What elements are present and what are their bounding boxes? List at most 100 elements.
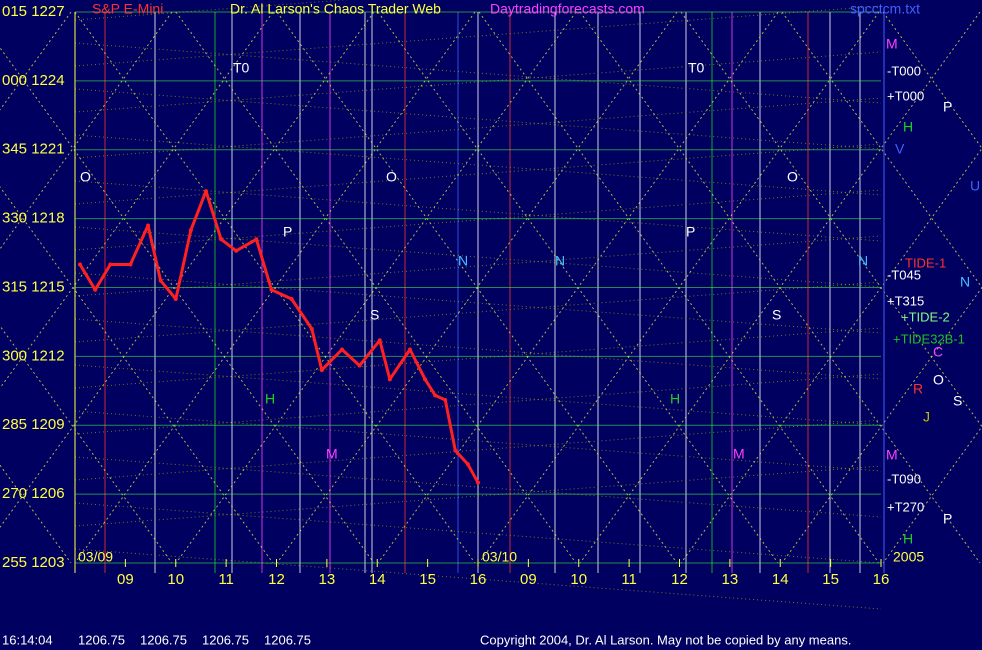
status-quote: 1206.75 (78, 632, 125, 647)
legend-letter: P (943, 511, 952, 527)
price-point (146, 223, 151, 228)
price-point (128, 262, 133, 267)
right-label: -T000 (887, 63, 921, 78)
price-point (234, 248, 239, 253)
x-tick-label: 14 (369, 571, 386, 588)
x-tick-label: 11 (621, 571, 637, 588)
legend-letter: P (943, 99, 952, 115)
x-tick-label: 14 (772, 571, 789, 588)
angle-line (74, 373, 882, 435)
instrument: S&P E-Mini (92, 1, 163, 17)
price-point (78, 262, 83, 267)
legend-letter: O (933, 372, 944, 388)
price-point (319, 368, 324, 373)
legend-letter: V (895, 141, 905, 157)
status-time: 16:14:04 (2, 632, 53, 647)
plot-letter: M (733, 446, 745, 462)
angle-line (74, 272, 882, 334)
price-point (289, 296, 294, 301)
angle-line (74, 88, 882, 150)
plot-letter: T0 (688, 60, 705, 76)
angle-line (74, 456, 882, 518)
price-point (188, 228, 193, 233)
y-tick-label: 255 1203 (2, 554, 65, 571)
right-label: -T045 (887, 267, 921, 282)
right-label: +T000 (887, 88, 924, 103)
site: Daytradingforecasts.com (490, 1, 645, 17)
price-point (254, 237, 259, 242)
angle-line (74, 281, 882, 343)
plot-letter: M (326, 446, 338, 462)
x-tick-label: 15 (822, 571, 839, 588)
plot-letter: S (772, 307, 781, 323)
angle-line (74, 419, 882, 481)
price-point (423, 377, 428, 382)
angle-line (74, 318, 882, 380)
price-point (309, 326, 314, 331)
angle-line (74, 465, 882, 527)
legend-letter: M (886, 447, 898, 463)
plot-letter: N (555, 253, 565, 269)
angle-line (74, 226, 882, 288)
status-quote: 1206.75 (202, 632, 249, 647)
x-tick-label: 13 (319, 571, 336, 588)
angle-line (74, 327, 882, 389)
angle-line (0, 11, 274, 389)
y-tick-label: 330 1218 (2, 210, 65, 227)
angle-line (74, 502, 882, 564)
x-tick-label: 09 (117, 571, 134, 588)
right-label: +TIDE-2 (901, 309, 950, 324)
y-tick-label: 315 1215 (2, 278, 65, 295)
angle-line (74, 143, 882, 205)
plot-letter: N (858, 253, 868, 269)
price-point (219, 237, 224, 242)
price-point (433, 393, 438, 398)
title: Dr. Al Larson's Chaos Trader Web (230, 1, 441, 17)
plot-letter: O (386, 169, 397, 185)
angle-line (74, 97, 882, 159)
plot-letter: T0 (233, 60, 250, 76)
price-point (158, 278, 163, 283)
price-point (339, 347, 344, 352)
x-tick-label: 12 (671, 571, 688, 588)
legend-letter: H (903, 531, 913, 547)
x-tick-label: 13 (722, 571, 739, 588)
angle-line (74, 364, 882, 426)
angle-line (74, 235, 882, 297)
x-tick-label: 11 (218, 571, 234, 588)
date-label: 2005 (893, 549, 924, 565)
legend-letter: J (923, 409, 930, 425)
plot-letter: H (265, 391, 275, 407)
price-point (443, 397, 448, 402)
plot-letter: P (283, 224, 292, 240)
date-label: 03/09 (78, 549, 113, 565)
date-label: 03/10 (482, 549, 517, 565)
status-quote: 1206.75 (140, 632, 187, 647)
price-point (357, 363, 362, 368)
plot-letter: N (458, 253, 468, 269)
price-point (387, 377, 392, 382)
angle-line (74, 548, 882, 610)
price-point (476, 480, 480, 485)
price-point (465, 462, 470, 467)
file: spcctcm.txt (850, 1, 920, 17)
price-point (453, 448, 458, 453)
right-label: +TIDE32B-1 (893, 331, 965, 346)
legend-letter: C (933, 344, 943, 360)
right-label: +T315 (887, 293, 924, 308)
x-tick-label: 12 (268, 571, 285, 588)
angle-line (74, 189, 882, 251)
x-tick-label: 09 (520, 571, 537, 588)
y-tick-label: 270 1206 (2, 485, 65, 502)
plot-letter: O (787, 169, 798, 185)
price-point (377, 338, 382, 343)
angle-line (74, 180, 882, 242)
x-tick-label: 15 (419, 571, 436, 588)
plot-letter: P (686, 224, 695, 240)
legend-letter: S (953, 393, 962, 409)
angle-line (74, 410, 882, 472)
y-tick-label: 000 1224 (2, 72, 65, 89)
